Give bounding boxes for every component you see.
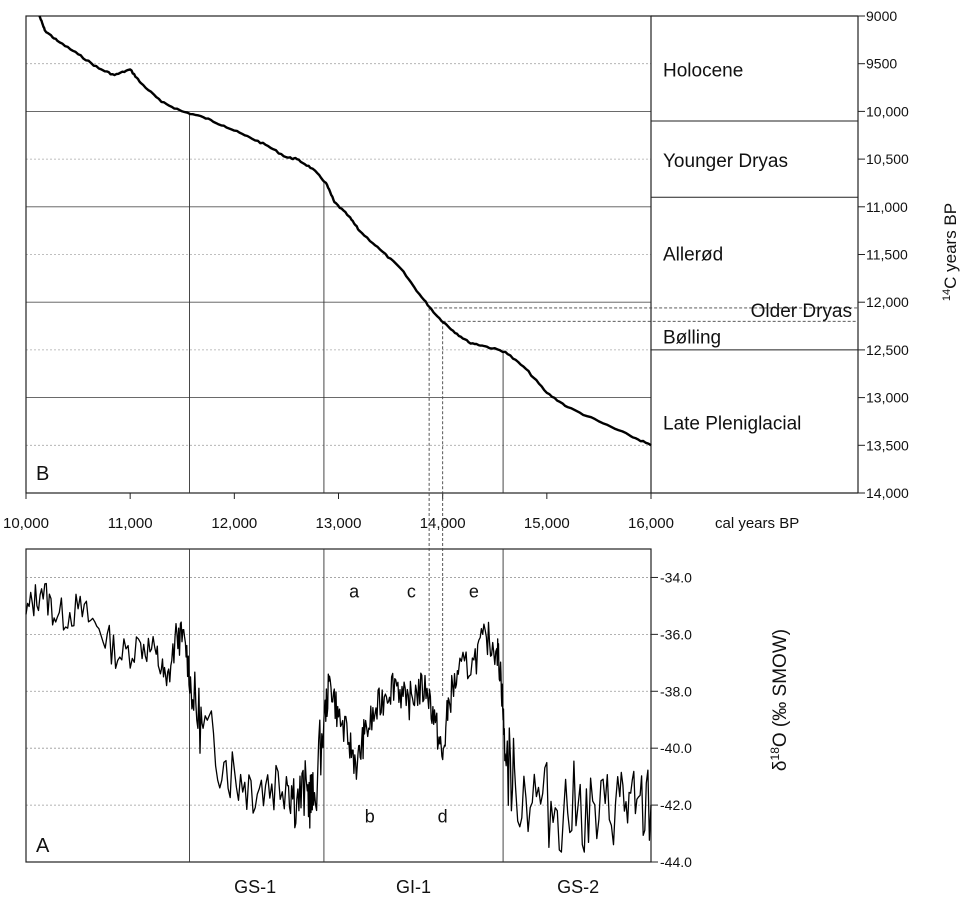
zone-label: Bølling	[663, 327, 721, 348]
event-annotation: d	[438, 806, 448, 826]
radiocarbon-curve	[38, 15, 652, 447]
x-tick-label: 10,000	[3, 515, 49, 532]
y-tick-label-b: 9000	[866, 8, 897, 24]
y-tick-label-b: 10,500	[866, 151, 909, 167]
y-axis-title-text: C years BP	[941, 203, 960, 289]
event-annotation: c	[407, 582, 416, 602]
zone-label: Allerød	[663, 245, 723, 266]
x-tick-label: 15,000	[524, 515, 570, 532]
isotope-curve	[25, 582, 652, 853]
y-tick-label-b: 11,000	[866, 199, 908, 215]
y-axis-title-sup: 14	[941, 289, 953, 301]
event-annotation: a	[349, 582, 360, 602]
y-tick-label-b: 11,500	[866, 247, 908, 263]
stage-label: GI-1	[396, 877, 431, 897]
y-tick-label-b: 12,000	[866, 294, 909, 310]
stage-label: GS-1	[234, 877, 276, 897]
y-tick-label-a: -34.0	[660, 569, 692, 585]
zone-label: Late Pleniglacial	[663, 413, 801, 434]
y-tick-label-b: 13,000	[866, 390, 909, 406]
y-tick-label-a: -38.0	[660, 683, 692, 699]
y-tick-label-b: 12,500	[866, 342, 909, 358]
zone-label: Holocene	[663, 60, 743, 81]
panel-label-a: A	[36, 835, 50, 857]
zone-label: Younger Dryas	[663, 151, 788, 172]
y-tick-label-b: 10,000	[866, 103, 909, 119]
y-axis-title-sup: 18	[768, 747, 782, 761]
event-annotation: b	[365, 806, 375, 826]
zone-label: Older Dryas	[751, 301, 852, 322]
plot-frame-a	[25, 548, 652, 863]
panel-label-b: B	[36, 463, 49, 485]
x-tick-label: 11,000	[108, 515, 153, 532]
y-tick-label-a: -40.0	[660, 740, 692, 756]
x-tick-label: 12,000	[211, 515, 257, 532]
y-tick-label-a: -42.0	[660, 797, 692, 813]
y-axis-title-a: δ18O (‰ SMOW)	[768, 629, 791, 771]
y-tick-label-b: 14,000	[866, 485, 909, 501]
x-tick-label: 13,000	[316, 515, 362, 532]
y-tick-label-b: 13,500	[866, 437, 909, 453]
stage-label: GS-2	[557, 877, 599, 897]
y-tick-label-a: -36.0	[660, 626, 692, 642]
y-axis-title-delta: δ	[770, 760, 791, 771]
x-axis-title: cal years BP	[715, 515, 799, 532]
y-tick-label-b: 9500	[866, 56, 897, 72]
x-tick-label: 16,000	[628, 515, 674, 532]
y-axis-title-text: O (‰ SMOW)	[770, 629, 791, 747]
y-axis-title-b: 14C years BP	[941, 203, 960, 301]
y-tick-label-a: -44.0	[660, 854, 692, 870]
event-annotation: e	[469, 582, 479, 602]
